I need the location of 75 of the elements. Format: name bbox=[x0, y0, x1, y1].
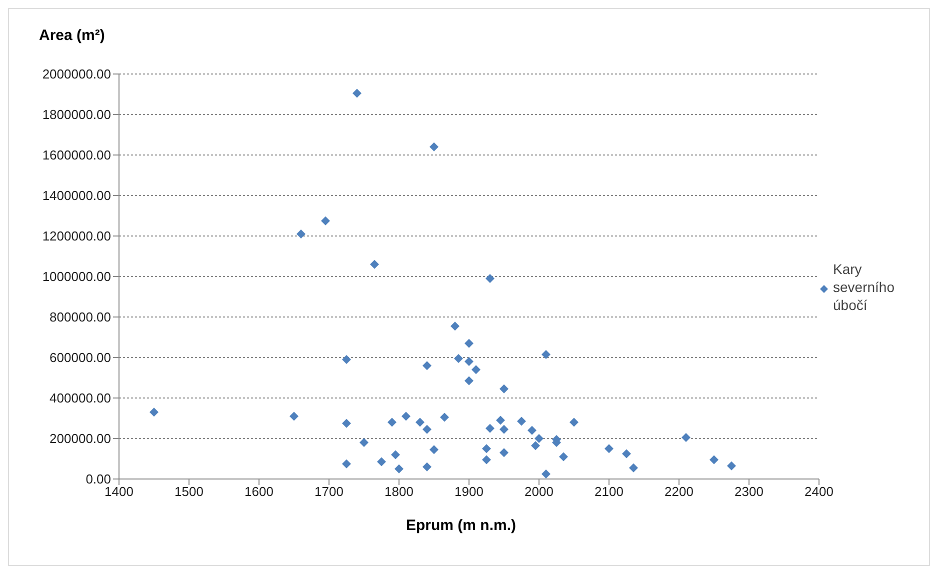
point bbox=[377, 457, 386, 466]
point bbox=[570, 418, 578, 427]
point bbox=[486, 274, 494, 284]
x-tick-label: 1600 bbox=[244, 484, 274, 500]
point bbox=[604, 444, 614, 454]
point bbox=[482, 455, 491, 464]
point bbox=[450, 322, 460, 331]
x-tick-label: 2100 bbox=[594, 484, 624, 500]
x-tick-label: 2000 bbox=[524, 484, 554, 500]
point bbox=[454, 354, 463, 364]
y-tick-label: 1200000.00 bbox=[42, 228, 111, 244]
y-tick-label: 2000000.00 bbox=[42, 66, 111, 82]
point bbox=[464, 357, 474, 366]
point bbox=[370, 260, 379, 269]
point bbox=[472, 365, 480, 374]
x-tick-label: 1400 bbox=[104, 484, 134, 500]
point bbox=[388, 418, 396, 427]
point bbox=[352, 88, 362, 98]
y-tick-label: 1000000.00 bbox=[42, 269, 111, 284]
point bbox=[150, 408, 158, 417]
y-tick-label: 200000.00 bbox=[50, 431, 111, 446]
point bbox=[500, 384, 508, 394]
point bbox=[360, 438, 368, 448]
point bbox=[682, 432, 690, 442]
point bbox=[542, 469, 550, 478]
point bbox=[542, 350, 550, 359]
point bbox=[622, 449, 631, 458]
point bbox=[422, 361, 432, 370]
y-tick-label: 0.00 bbox=[86, 472, 111, 487]
point bbox=[430, 445, 438, 454]
point bbox=[727, 461, 736, 470]
point bbox=[559, 452, 568, 462]
point bbox=[440, 412, 449, 422]
point bbox=[500, 448, 508, 458]
point bbox=[394, 464, 404, 474]
point bbox=[342, 418, 351, 428]
point bbox=[531, 441, 540, 450]
point bbox=[629, 463, 638, 472]
point bbox=[391, 450, 400, 460]
point bbox=[517, 416, 526, 426]
point bbox=[528, 426, 536, 435]
point bbox=[710, 455, 718, 464]
y-tick-label: 800000.00 bbox=[50, 310, 111, 325]
x-tick-label: 1900 bbox=[454, 484, 484, 500]
point bbox=[464, 338, 474, 348]
point bbox=[416, 418, 424, 427]
x-tick-label: 1700 bbox=[314, 484, 344, 500]
x-tick-label: 2200 bbox=[664, 484, 694, 500]
x-tick-label: 2400 bbox=[804, 484, 834, 500]
y-tick-label: 1400000.00 bbox=[42, 188, 111, 204]
point bbox=[482, 444, 491, 454]
point bbox=[342, 355, 351, 364]
y-tick-label: 600000.00 bbox=[50, 350, 111, 366]
point bbox=[422, 462, 432, 472]
point bbox=[342, 459, 351, 468]
point bbox=[430, 142, 438, 152]
y-axis-title: Area (m²) bbox=[39, 27, 105, 44]
point bbox=[296, 229, 306, 238]
x-tick-label: 2300 bbox=[734, 484, 764, 500]
point bbox=[402, 412, 410, 421]
x-tick-label: 1500 bbox=[174, 484, 204, 500]
legend-label: Kary severního úbočí bbox=[833, 260, 894, 314]
point bbox=[464, 376, 474, 386]
y-tick-label: 400000.00 bbox=[50, 390, 111, 406]
y-tick-label: 1800000.00 bbox=[42, 107, 111, 122]
x-tick-label: 1800 bbox=[384, 484, 414, 500]
point bbox=[290, 412, 298, 421]
y-tick-label: 1600000.00 bbox=[42, 148, 111, 163]
point bbox=[500, 424, 508, 434]
point bbox=[496, 416, 505, 425]
x-axis-title: Eprum (m n.m.) bbox=[406, 517, 516, 534]
point bbox=[534, 434, 544, 443]
point bbox=[486, 424, 494, 433]
point bbox=[422, 424, 432, 434]
point bbox=[321, 216, 330, 226]
